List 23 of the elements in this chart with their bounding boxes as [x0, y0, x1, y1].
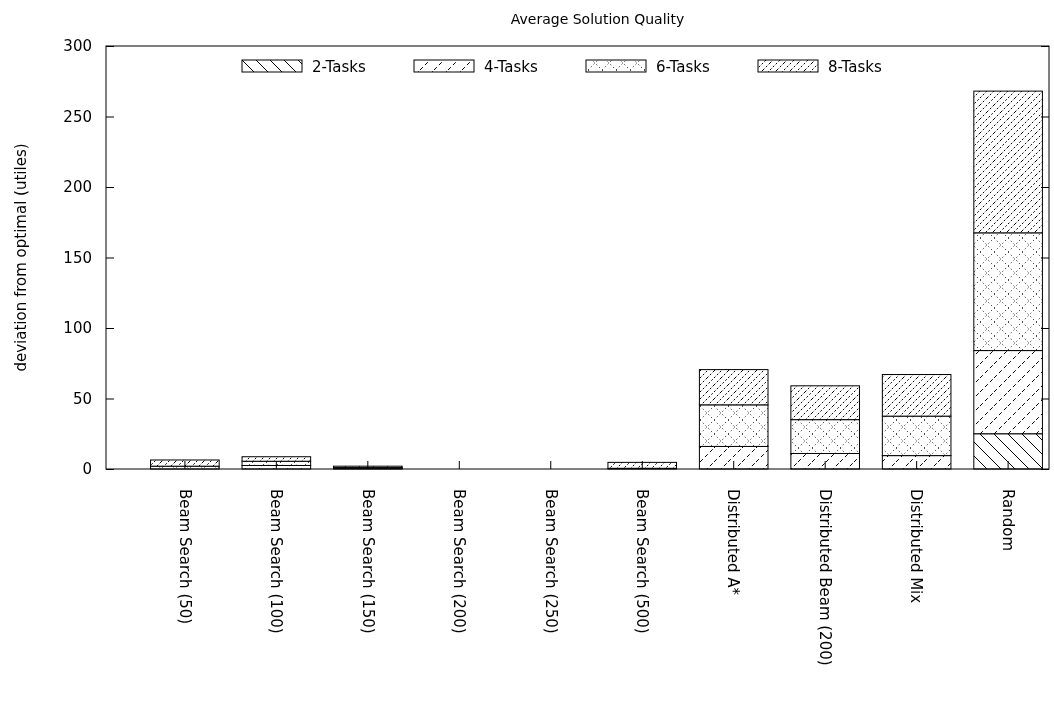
chart-title: Average Solution Quality: [510, 11, 685, 27]
legend-label: 6-Tasks: [656, 58, 710, 76]
x-tick-label: Distributed A*: [724, 489, 743, 596]
x-tick-label: Beam Search (200): [450, 489, 469, 634]
x-tick-label: Beam Search (500): [632, 489, 651, 634]
y-tick-label: 0: [82, 460, 92, 479]
x-tick-label: Beam Search (250): [541, 489, 560, 634]
y-tick-label: 100: [63, 319, 92, 338]
x-tick-label: Beam Search (150): [358, 489, 377, 634]
x-tick-label: Distributed Beam (200): [815, 489, 834, 666]
x-tick-label: Distributed Mix: [907, 489, 926, 604]
x-tick-label: Random: [998, 489, 1017, 552]
legend-label: 4-Tasks: [484, 58, 538, 76]
x-tick-label: Beam Search (100): [267, 489, 286, 634]
y-tick-label: 200: [63, 178, 92, 197]
legend-label: 8-Tasks: [828, 58, 882, 76]
y-tick-label: 150: [63, 248, 92, 267]
y-tick-label: 50: [72, 389, 92, 408]
x-tick-label: Beam Search (50): [175, 489, 194, 625]
y-tick-label: 250: [63, 107, 92, 126]
y-tick-label: 300: [63, 37, 92, 56]
y-axis-title: deviation from optimal (utiles): [12, 143, 30, 372]
legend-label: 2-Tasks: [312, 58, 366, 76]
